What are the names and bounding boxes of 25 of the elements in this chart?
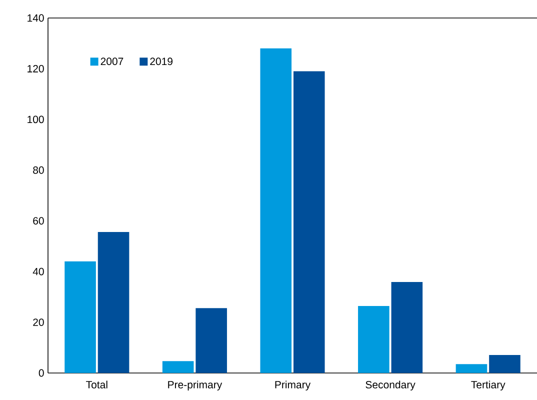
y-tick-label: 120 xyxy=(28,65,44,72)
legend-label: 2007 xyxy=(100,58,124,66)
y-tick-label: 40 xyxy=(32,268,44,276)
bar xyxy=(98,232,130,373)
x-tick-label: Pre-primary xyxy=(168,380,222,390)
y-tick-label: 100 xyxy=(28,116,44,124)
legend-label: 2019 xyxy=(150,58,173,66)
y-tick-label: 140 xyxy=(28,14,44,22)
x-tick-label: Total xyxy=(86,380,108,388)
y-tick-label: 60 xyxy=(33,217,44,225)
bar xyxy=(456,364,488,373)
x-tick-label: Tertiary xyxy=(471,380,506,390)
bar xyxy=(489,354,520,373)
y-tick-label: 20 xyxy=(33,318,44,326)
bar xyxy=(162,361,194,373)
x-tick-label: Secondary xyxy=(366,380,416,390)
bar xyxy=(196,308,227,373)
bar xyxy=(391,282,423,373)
bar xyxy=(293,71,325,373)
bar xyxy=(358,306,390,373)
y-tick-label: 80 xyxy=(33,166,44,174)
x-tick-label: Primary xyxy=(275,380,311,390)
y-tick-label: 0 xyxy=(38,369,44,377)
bar xyxy=(260,48,292,373)
bar xyxy=(64,261,96,373)
